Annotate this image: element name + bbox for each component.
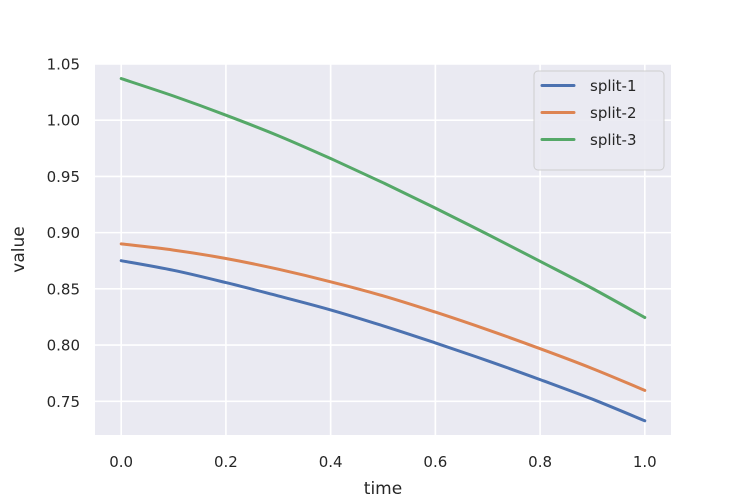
x-tick-label: 1.0 — [633, 453, 657, 471]
x-axis-ticks: 0.0 0.2 0.4 0.6 0.8 1.0 — [109, 453, 656, 471]
series-line-split-2 — [119, 242, 647, 392]
series-line-split-3 — [119, 77, 647, 319]
y-tick-label: 0.90 — [47, 224, 80, 242]
y-axis-label: value — [9, 226, 29, 272]
y-tick-label: 0.85 — [47, 280, 80, 298]
legend-label: split-3 — [590, 131, 637, 149]
y-tick-label: 1.05 — [47, 56, 80, 74]
y-tick-label: 0.80 — [47, 337, 80, 355]
x-tick-label: 0.2 — [214, 453, 238, 471]
series-lines — [119, 77, 647, 423]
legend-label: split-1 — [590, 77, 637, 95]
x-tick-label: 0.4 — [319, 453, 343, 471]
series-line-split-1 — [119, 259, 647, 423]
y-tick-label: 0.75 — [47, 393, 80, 411]
x-axis-label: time — [364, 479, 402, 498]
legend-box — [533, 70, 665, 171]
x-tick-label: 0.6 — [423, 453, 447, 471]
x-tick-label: 0.8 — [528, 453, 552, 471]
y-tick-label: 1.00 — [47, 112, 80, 130]
legend: split-1 split-2 split-3 — [533, 70, 665, 171]
grid-lines — [95, 63, 671, 435]
y-axis-ticks: 0.75 0.80 0.85 0.90 0.95 1.00 1.05 — [47, 56, 80, 411]
x-tick-label: 0.0 — [109, 453, 133, 471]
legend-label: split-2 — [590, 104, 637, 122]
y-tick-label: 0.95 — [47, 168, 80, 186]
